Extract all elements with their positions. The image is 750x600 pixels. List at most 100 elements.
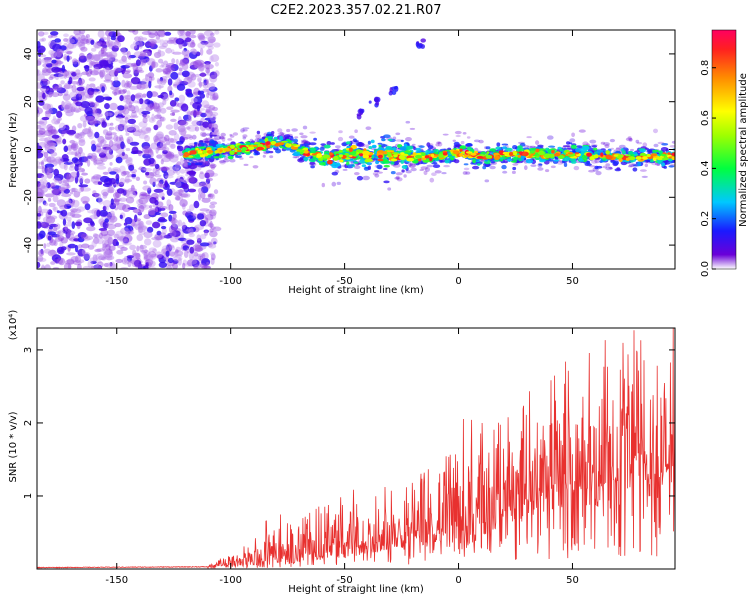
heatmap-noise-blob (50, 182, 57, 187)
heatmap-signal-blob (302, 152, 311, 156)
heatmap-noise-blob (44, 193, 55, 198)
heatmap-signal-blob (245, 141, 251, 144)
heatmap-signal-blob (399, 146, 407, 151)
heatmap-noise-blob (157, 30, 166, 38)
heatmap-noise-blob (140, 166, 147, 173)
heatmap-signal-blob (423, 170, 428, 176)
heatmap-signal-blob (211, 140, 216, 145)
heatmap-noise-blob (120, 65, 130, 69)
heatmap-noise-blob (92, 264, 102, 269)
heatmap-noise-blob (64, 50, 74, 54)
heatmap-signal-blob (593, 154, 599, 159)
heatmap-noise-blob (174, 195, 181, 201)
heatmap-noise-blob (54, 120, 61, 125)
heatmap-noise-blob (112, 80, 121, 88)
heatmap-signal-blob (398, 155, 405, 160)
heatmap-noise-blob (81, 168, 85, 173)
heatmap-secondary-blob (356, 113, 362, 117)
heatmap-signal-blob (453, 144, 457, 148)
heatmap-noise-blob (152, 248, 158, 253)
heatmap-noise-blob (147, 30, 157, 36)
heatmap-signal-blob (625, 137, 633, 142)
heatmap-noise-blob (185, 31, 191, 38)
heatmap-signal-blob (208, 163, 216, 167)
heatmap-signal-blob (462, 171, 468, 175)
heatmap-noise-blob (190, 97, 198, 104)
heatmap-noise-blob (46, 62, 53, 68)
heatmap-noise-blob (63, 163, 68, 171)
heatmap-noise-blob (44, 109, 51, 117)
heatmap-noise-blob (161, 61, 165, 68)
heatmap-signal-blob (201, 142, 208, 147)
heatmap-noise-blob (168, 37, 178, 41)
heatmap-signal-blob (274, 143, 280, 147)
heatmap-noise-blob (84, 235, 94, 240)
heatmap-signal-blob (539, 159, 546, 163)
heatmap-noise-blob (173, 122, 179, 130)
heatmap-noise-blob (52, 177, 61, 182)
heatmap-noise-blob (131, 219, 141, 226)
heatmap-signal-blob (183, 154, 190, 157)
heatmap-noise-blob (83, 156, 89, 164)
heatmap-noise-blob (52, 195, 59, 203)
heatmap-signal-blob (277, 128, 283, 133)
snr-y-ticks: 123 (23, 347, 675, 499)
heatmap-signal-blob (256, 146, 264, 151)
heatmap-noise-blob (179, 188, 183, 197)
heatmap-signal-blob (188, 136, 193, 140)
heatmap-noise-blob (206, 261, 210, 266)
heatmap-noise-blob (84, 35, 89, 44)
heatmap-noise-blob (58, 117, 62, 121)
heatmap-noise-blob (109, 178, 117, 185)
heatmap-noise-blob (43, 157, 48, 162)
heatmap-signal-blob (321, 182, 325, 188)
heatmap-noise-blob (182, 57, 190, 64)
heatmap-noise-blob (178, 67, 183, 72)
heatmap-noise-blob (156, 50, 166, 57)
heatmap-signal-blob (658, 150, 663, 155)
heatmap-signal-blob (512, 163, 519, 166)
heatmap-noise-blob (159, 39, 165, 47)
heatmap-noise-blob (102, 129, 109, 136)
heatmap-noise-blob (106, 54, 116, 61)
heatmap-noise-blob (103, 251, 107, 259)
heatmap-noise-blob (203, 229, 210, 234)
heatmap-signal-blob (557, 160, 564, 165)
heatmap-signal-blob (362, 150, 370, 156)
heatmap-noise-blob (158, 261, 168, 268)
heatmap-noise-blob (151, 61, 159, 68)
heatmap-noise-blob (38, 191, 45, 197)
heatmap-noise-blob (75, 72, 83, 78)
heatmap-noise-blob (121, 67, 125, 75)
colorbar-tick-label: 0.6 (700, 110, 711, 126)
heatmap-noise-blob (68, 166, 75, 171)
heatmap-noise-blob (189, 110, 200, 116)
heatmap-x-label: Height of straight line (km) (288, 285, 424, 296)
heatmap-noise-blob (161, 196, 165, 201)
heatmap-noise-blob (71, 84, 77, 93)
heatmap-signal-blob (400, 152, 405, 155)
heatmap-signal-blob (377, 142, 383, 145)
heatmap-noise-blob (156, 79, 163, 85)
heatmap-signal-blob (586, 152, 593, 157)
heatmap-signal-blob (391, 152, 399, 155)
heatmap-noise-blob (76, 39, 83, 48)
heatmap-noise-blob (87, 152, 94, 160)
heatmap-signal-blob (331, 165, 339, 169)
heatmap-noise-blob (69, 144, 78, 149)
heatmap-noise-blob (166, 243, 172, 250)
heatmap-signal-blob (562, 158, 569, 162)
heatmap-noise-blob (148, 260, 156, 268)
heatmap-noise-blob (81, 243, 90, 249)
heatmap-noise-blob (147, 251, 157, 258)
heatmap-noise-blob (49, 239, 57, 246)
heatmap-noise-blob (41, 57, 52, 65)
heatmap-noise-blob (199, 63, 205, 67)
heatmap-noise-blob (194, 62, 204, 69)
heatmap-signal-blob (242, 134, 248, 138)
heatmap-noise-blob (92, 190, 97, 195)
heatmap-noise-blob (167, 85, 173, 93)
heatmap-signal-blob (641, 175, 648, 178)
heatmap-noise-blob (186, 92, 194, 98)
heatmap-noise-blob (182, 210, 188, 216)
